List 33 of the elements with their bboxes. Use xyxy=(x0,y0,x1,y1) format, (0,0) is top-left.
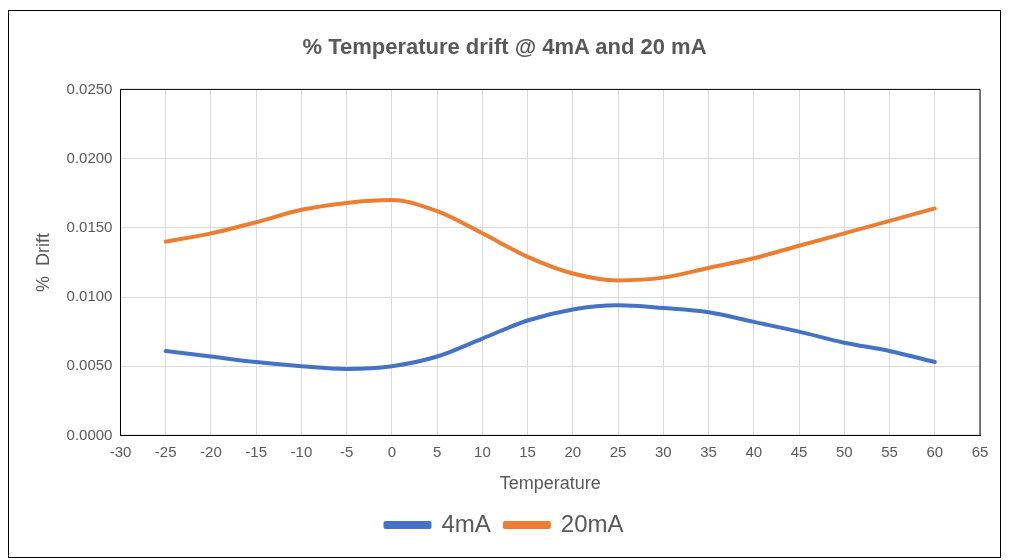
x-tick-label: -15 xyxy=(245,442,268,460)
x-tick-label: 65 xyxy=(971,442,989,460)
x-tick-label: 0 xyxy=(387,442,397,460)
y-tick-label: 0.0000 xyxy=(66,425,113,443)
x-tick-label: 10 xyxy=(474,442,491,460)
x-tick-label: 45 xyxy=(790,442,808,460)
x-tick-label: 20 xyxy=(564,442,582,460)
x-tick-label: -20 xyxy=(200,442,222,460)
x-tick-label: 50 xyxy=(835,442,853,460)
x-tick-label: -25 xyxy=(154,442,177,460)
x-tick-label: -30 xyxy=(109,442,132,460)
x-tick-label: 60 xyxy=(926,442,944,460)
y-tick-label: 0.0150 xyxy=(66,217,113,235)
x-tick-label: 15 xyxy=(519,442,536,460)
legend-label: 20mA xyxy=(560,509,624,537)
y-tick-label: 0.0100 xyxy=(66,287,113,305)
x-axis-title: Temperature xyxy=(499,473,601,494)
y-axis-title: % Drift xyxy=(32,232,53,292)
x-tick-label: 35 xyxy=(700,442,717,460)
x-tick-label: 30 xyxy=(654,442,672,460)
x-tick-label: -10 xyxy=(290,442,313,460)
x-tick-label: -5 xyxy=(340,442,354,460)
y-tick-label: 0.0200 xyxy=(66,148,113,166)
x-tick-label: 55 xyxy=(881,442,898,460)
x-tick-label: 25 xyxy=(609,442,627,460)
line-series xyxy=(163,198,937,283)
y-tick-label: 0.0250 xyxy=(66,79,113,97)
y-tick-label: 0.0050 xyxy=(66,356,113,374)
chart-title: % Temperature drift @ 4mA and 20 mA xyxy=(302,34,707,60)
x-tick-label: 5 xyxy=(432,442,442,460)
legend-label: 4mA xyxy=(441,509,491,537)
line-series xyxy=(163,303,937,371)
x-tick-label: 40 xyxy=(745,442,763,460)
